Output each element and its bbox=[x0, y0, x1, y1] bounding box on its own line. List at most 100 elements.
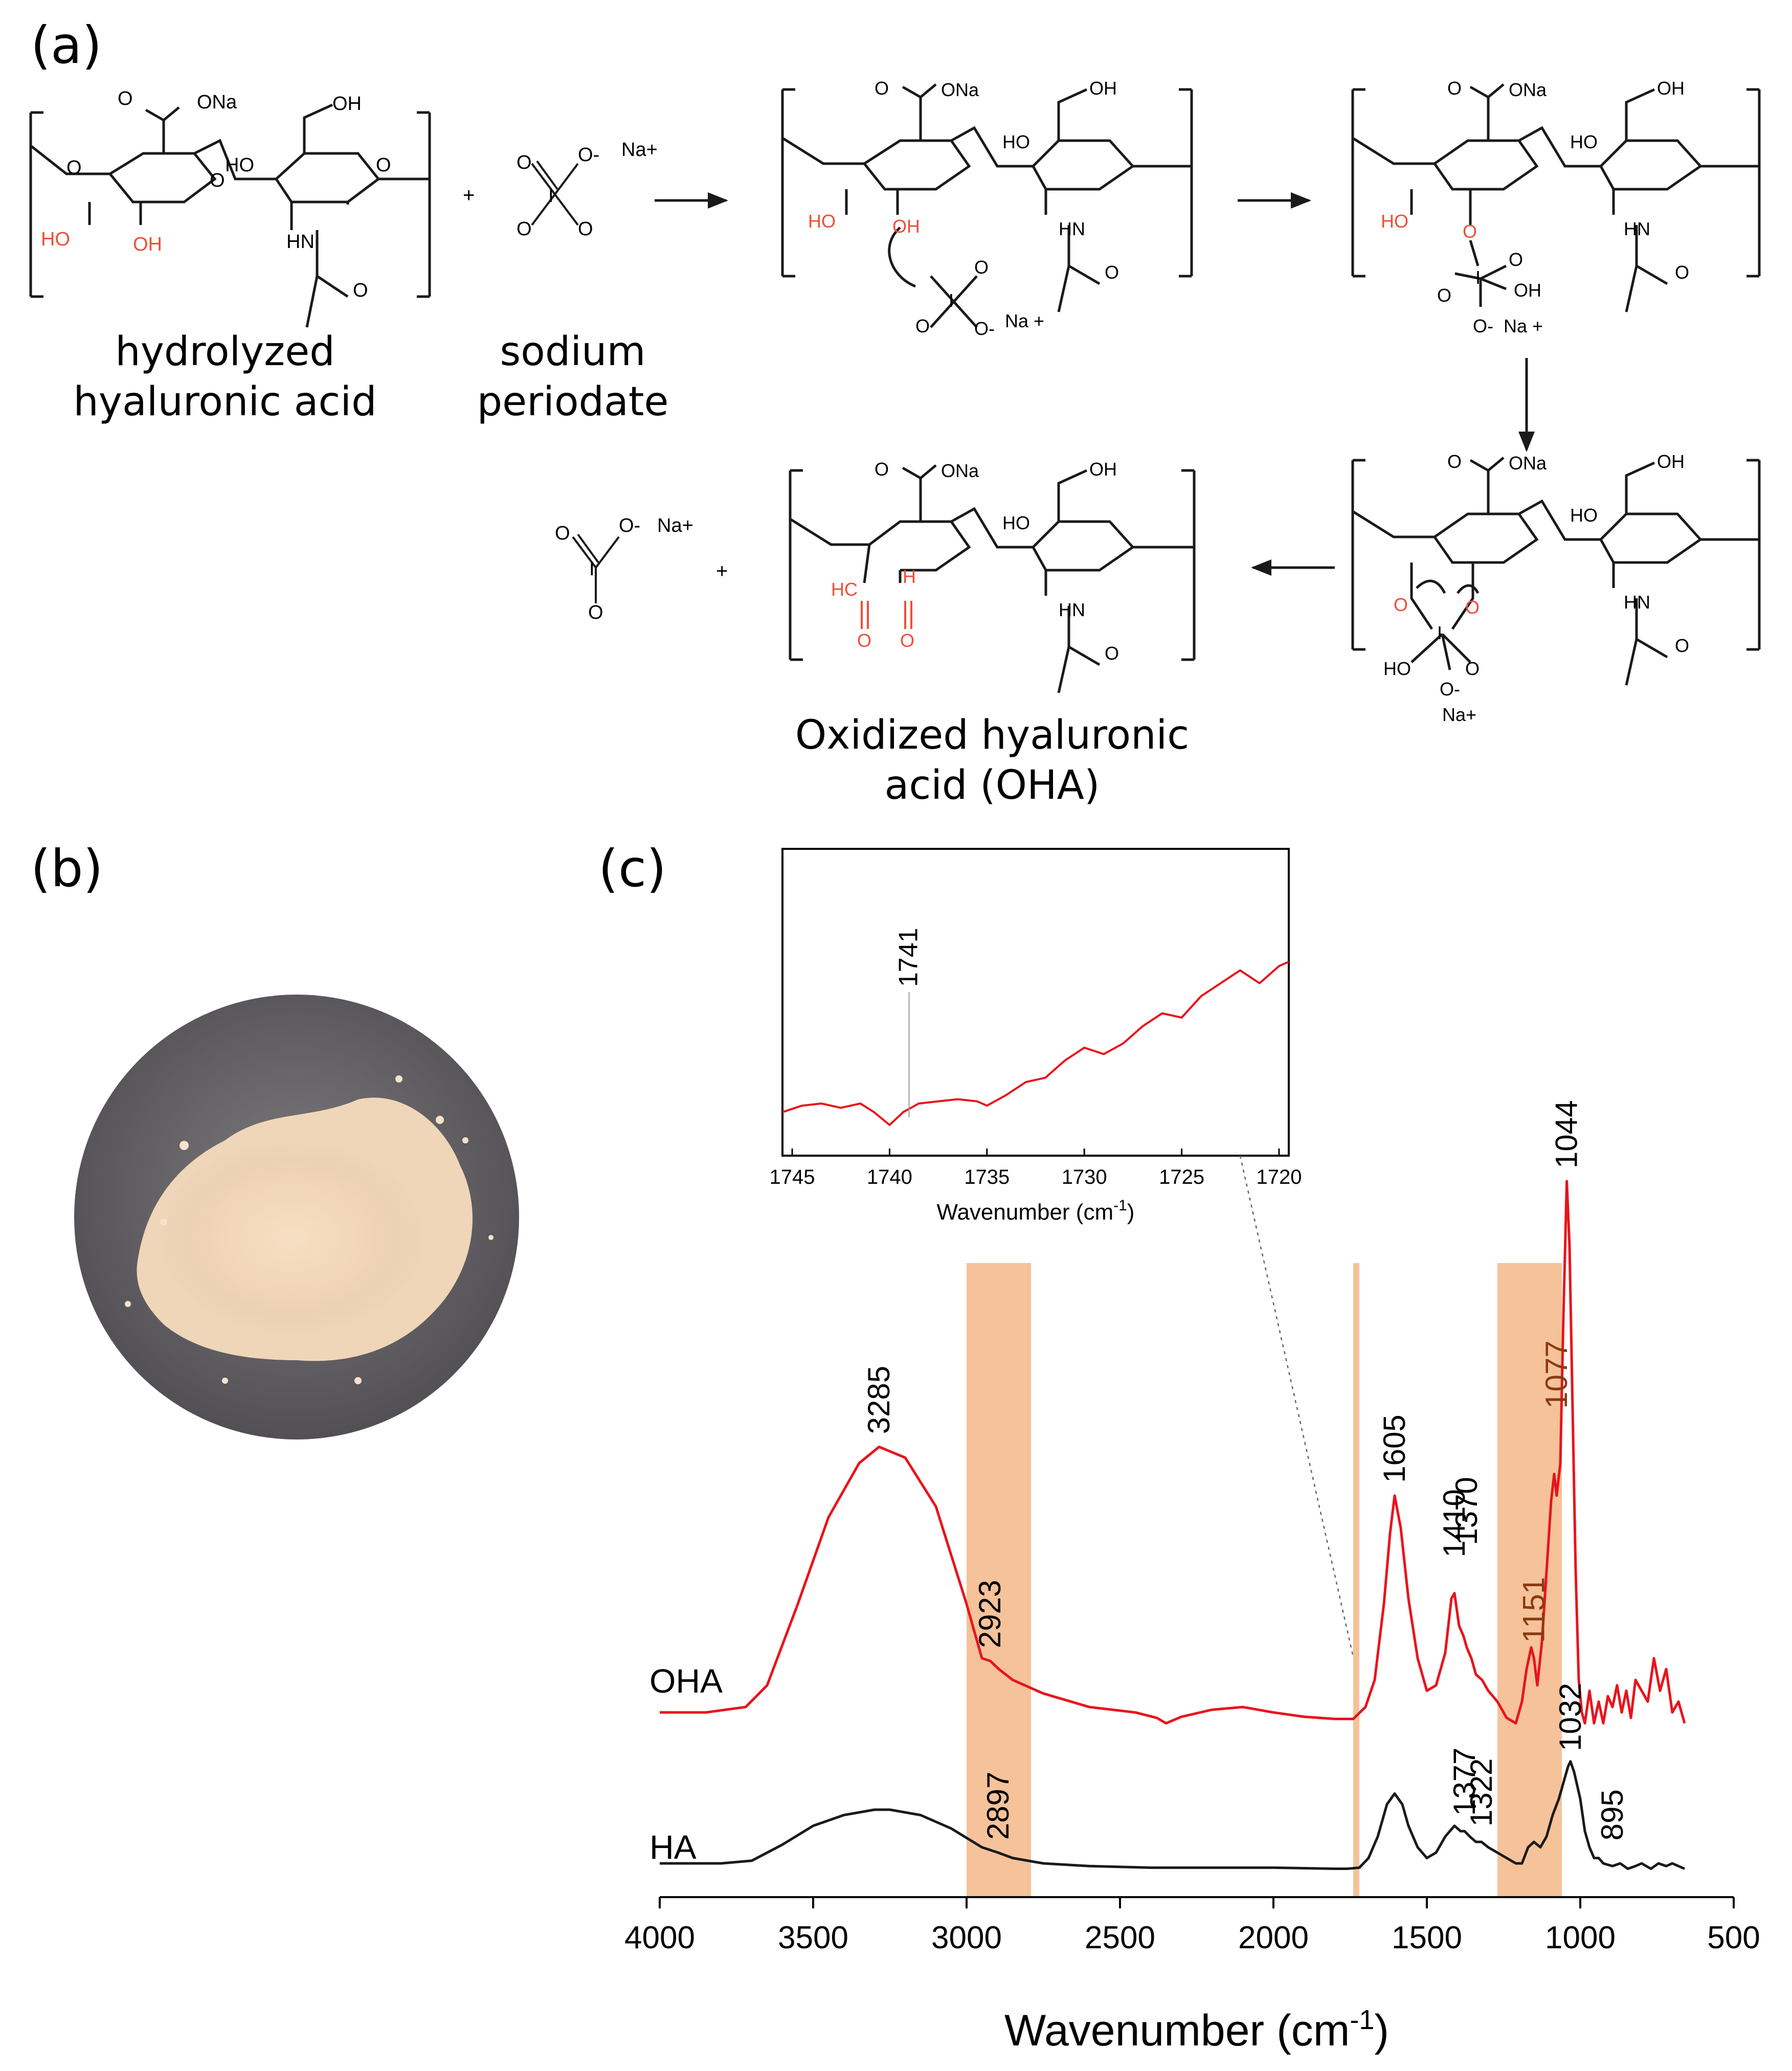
x-tick-label: 4000 bbox=[624, 1920, 695, 1955]
inset-x-tick-label: 1740 bbox=[867, 1166, 912, 1188]
molecule-intermediate-1 bbox=[781, 83, 1193, 328]
atom-label: O bbox=[66, 157, 82, 178]
atom-label: O bbox=[915, 316, 930, 336]
atom-label-highlight: HO bbox=[1381, 211, 1408, 232]
peak-label-oha: 1410 bbox=[1437, 1489, 1471, 1557]
caption-sodium-periodate: sodium periodate bbox=[460, 327, 685, 427]
molecule-intermediate-3 bbox=[1351, 457, 1761, 686]
atom-label: Na + bbox=[1504, 316, 1543, 336]
caption-hydrolyzed-ha: hydrolyzed hyaluronic acid bbox=[66, 327, 384, 427]
atom-label: ONa bbox=[941, 79, 979, 100]
atom-label: Na + bbox=[1005, 310, 1044, 331]
atom-label: HN bbox=[1624, 218, 1650, 239]
inset-x-axis-title-sup: -1 bbox=[1113, 1197, 1127, 1214]
peak-label-oha: 1044 bbox=[1550, 1100, 1584, 1168]
inset-x-tick-label: 1735 bbox=[964, 1166, 1010, 1188]
inset-x-tick-label: 1745 bbox=[770, 1166, 815, 1188]
caption-line: Oxidized hyaluronic bbox=[795, 712, 1190, 758]
atom-label: O bbox=[1465, 658, 1480, 679]
atom-label: HN bbox=[1059, 599, 1085, 620]
atom-label: O bbox=[1675, 635, 1689, 656]
series-label-ha: HA bbox=[649, 1828, 697, 1866]
atom-label-highlight: O bbox=[900, 630, 914, 651]
panel-label-b: (b) bbox=[31, 839, 103, 898]
x-tick-label: 2000 bbox=[1238, 1920, 1309, 1955]
atom-label: HN bbox=[1059, 218, 1085, 239]
atom-label: O bbox=[555, 523, 570, 544]
inset-x-tick-label: 1730 bbox=[1062, 1166, 1107, 1188]
x-tick-label: 2500 bbox=[1085, 1920, 1155, 1955]
atom-label: O bbox=[517, 152, 532, 173]
atom-label: O bbox=[376, 154, 391, 176]
peak-label-oha: 1605 bbox=[1377, 1414, 1412, 1482]
atom-label: ONa bbox=[1509, 453, 1547, 474]
atom-label: HN bbox=[1624, 592, 1650, 613]
aldehyde-groups bbox=[861, 601, 912, 629]
atom-label: Na+ bbox=[657, 515, 693, 536]
caption-line: hyaluronic acid bbox=[73, 378, 377, 425]
series-label-oha: OHA bbox=[649, 1662, 723, 1700]
atom-label: OH bbox=[1657, 78, 1685, 99]
atom-label: O bbox=[1105, 262, 1119, 283]
atom-label: HO bbox=[1002, 131, 1030, 152]
inset-x-tick-label: 1720 bbox=[1256, 1166, 1302, 1188]
atom-label: ONa bbox=[197, 92, 237, 113]
inset-x-axis-title-close: ) bbox=[1127, 1200, 1135, 1225]
panel-label-a: (a) bbox=[31, 15, 102, 75]
x-tick-label: 500 bbox=[1707, 1920, 1760, 1955]
atom-label: HN bbox=[286, 231, 315, 253]
reaction-scheme: O ONa OH HO O O HN O HO OH O + O O- Na+ … bbox=[29, 78, 1761, 725]
peak-label-ha: 1377 bbox=[1447, 1748, 1482, 1816]
atom-label: O bbox=[1447, 78, 1462, 99]
atom-label-highlight: HO bbox=[808, 211, 836, 232]
atom-label: HO bbox=[1002, 512, 1030, 533]
atom-label: O bbox=[1437, 285, 1451, 306]
peak-label-oha: 3285 bbox=[862, 1366, 896, 1434]
atom-label: O bbox=[875, 459, 889, 480]
peak-label-oha: 1370 bbox=[1449, 1477, 1484, 1545]
atom-label-highlight: O bbox=[1463, 221, 1477, 242]
peak-label-ha: 895 bbox=[1595, 1789, 1629, 1840]
caption-oha: Oxidized hyaluronic acid (OHA) bbox=[747, 711, 1238, 811]
molecule-iodate bbox=[572, 533, 620, 603]
atom-label: O bbox=[517, 218, 532, 240]
x-axis-title: Wavenumber (cm-1) bbox=[1004, 2005, 1389, 2055]
atom-label: O bbox=[1509, 249, 1523, 270]
atom-label-highlight: HC bbox=[831, 579, 858, 600]
inset-annotation-label: 1741 bbox=[894, 928, 924, 987]
atom-label: HO bbox=[225, 154, 254, 176]
atom-label: OH bbox=[1514, 280, 1541, 301]
panel-label-c: (c) bbox=[598, 839, 667, 898]
x-tick-label: 1500 bbox=[1392, 1920, 1462, 1955]
atom-label-highlight: HO bbox=[41, 229, 70, 250]
peak-label-ha: 1032 bbox=[1553, 1683, 1587, 1751]
series-line-ha bbox=[660, 1760, 1686, 1870]
atom-label: O- bbox=[1473, 316, 1493, 336]
atom-label: OH bbox=[1657, 451, 1685, 472]
atom-label: O- bbox=[578, 144, 599, 166]
inset-x-tick-label: 1725 bbox=[1159, 1166, 1204, 1188]
caption-line: sodium bbox=[500, 329, 646, 375]
atom-label-highlight: O bbox=[1465, 597, 1480, 618]
plus-sign: + bbox=[716, 560, 728, 582]
highlight-band bbox=[1497, 1263, 1562, 1897]
atom-label: O bbox=[118, 88, 133, 109]
molecule-oha bbox=[789, 464, 1196, 693]
atom-label: OH bbox=[332, 93, 362, 115]
inset-connector bbox=[1239, 1155, 1354, 1657]
atom-label: O bbox=[353, 280, 368, 301]
atom-label-highlight: H bbox=[903, 566, 916, 587]
atom-label: O- bbox=[619, 515, 640, 536]
x-tick-label: 3500 bbox=[778, 1920, 848, 1955]
atom-label: Na+ bbox=[621, 139, 658, 161]
peak-label-oha: 1077 bbox=[1539, 1340, 1574, 1408]
atom-label: O bbox=[1675, 262, 1689, 283]
x-axis-title-sup: -1 bbox=[1350, 2005, 1374, 2035]
caption-line: acid (OHA) bbox=[884, 762, 1100, 808]
atom-label-highlight: O bbox=[857, 630, 871, 651]
atom-label: O bbox=[1105, 643, 1119, 664]
inset-x-axis-title: Wavenumber (cm-1) bbox=[937, 1197, 1135, 1225]
atom-label-highlight: OH bbox=[133, 234, 162, 255]
peak-label-ha: 1322 bbox=[1464, 1759, 1498, 1827]
peak-label-oha: 1151 bbox=[1516, 1577, 1551, 1643]
